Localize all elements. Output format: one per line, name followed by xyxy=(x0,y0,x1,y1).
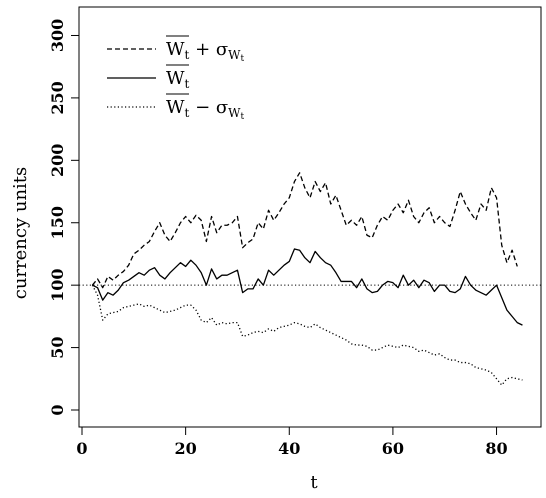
y-axis: 0 50 100 150 200 250 300 xyxy=(48,19,79,416)
y-tick-label: 300 xyxy=(48,19,67,52)
series-line-2 xyxy=(92,248,523,326)
y-tick-label: 250 xyxy=(48,81,67,114)
legend-label-2: Wt xyxy=(166,68,190,91)
series-line-3 xyxy=(91,284,523,386)
y-tick-label: 150 xyxy=(48,206,67,239)
series-group xyxy=(91,172,523,386)
y-tick-label: 0 xyxy=(48,404,67,415)
x-axis-title: t xyxy=(310,472,318,493)
plot-frame-group xyxy=(78,6,542,428)
x-tick-label: 40 xyxy=(278,439,300,458)
legend-label-3: Wt − σWt xyxy=(166,97,245,122)
legend: Wt + σWt Wt Wt − σWt xyxy=(107,35,245,122)
x-tick-label: 60 xyxy=(382,439,404,458)
y-tick-label: 50 xyxy=(48,336,67,358)
legend-label-1: Wt + σWt xyxy=(166,39,245,64)
series-line-1 xyxy=(91,172,518,289)
x-tick-label: 80 xyxy=(485,439,507,458)
x-tick-label: 0 xyxy=(76,439,87,458)
y-tick-label: 100 xyxy=(48,268,67,301)
plot-frame xyxy=(78,6,542,428)
y-axis-title: currency units xyxy=(10,167,31,300)
x-axis: 0 20 40 60 80 xyxy=(76,427,508,458)
y-tick-label: 200 xyxy=(48,144,67,177)
x-tick-label: 20 xyxy=(175,439,197,458)
